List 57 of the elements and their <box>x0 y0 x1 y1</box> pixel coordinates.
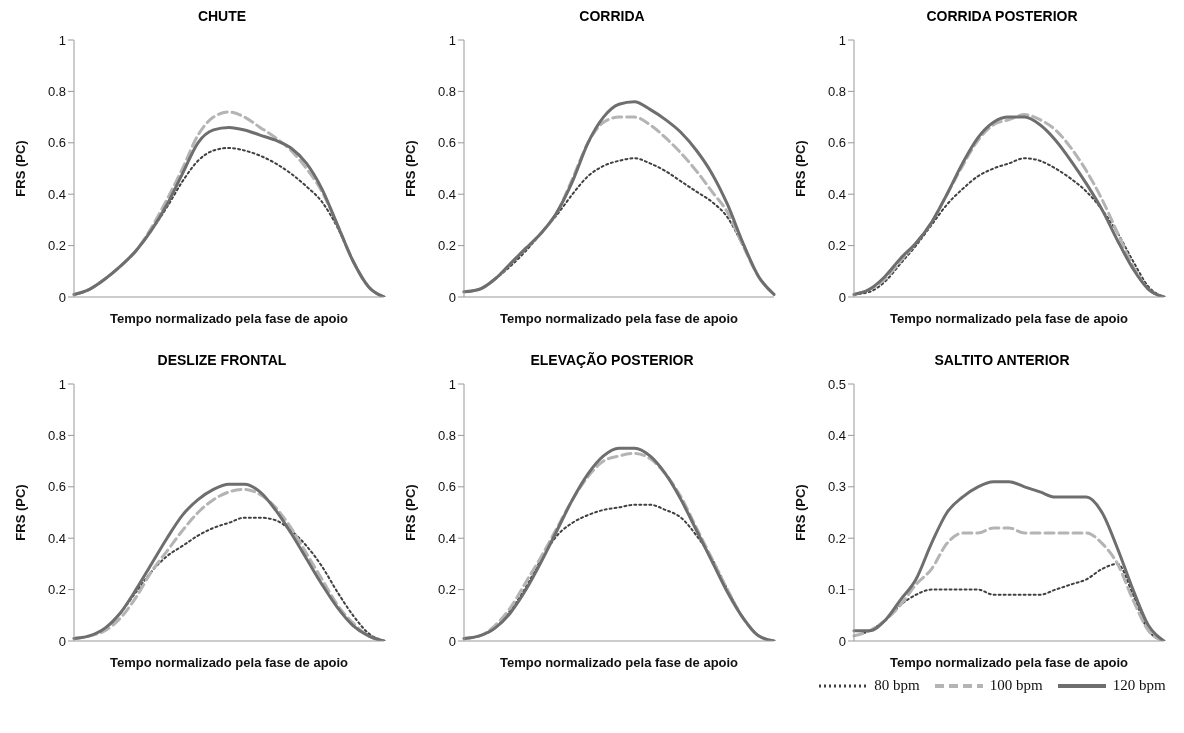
x-axis-title: Tempo normalizado pela fase de apoio <box>889 655 1129 670</box>
y-tick-label: 0.4 <box>47 530 66 546</box>
y-tick-label: 0.6 <box>827 135 846 151</box>
chart-title: DESLIZE FRONTAL <box>156 352 288 370</box>
y-tick-label: 0.4 <box>47 186 66 202</box>
y-tick-label: 0.3 <box>827 479 846 495</box>
legend-label: 120 bpm <box>1112 677 1166 694</box>
y-tick-label: 0.4 <box>437 186 456 202</box>
chart-title: CORRIDA POSTERIOR <box>925 8 1079 26</box>
y-tick-label: 0.8 <box>437 428 456 444</box>
y-axis-title: FRS (PC) <box>792 484 808 541</box>
y-tick-label: 0.2 <box>827 238 846 254</box>
chart-title: CHUTE <box>196 8 248 26</box>
y-axis-title: FRS (PC) <box>402 484 418 541</box>
y-tick-label: 0.2 <box>437 582 456 598</box>
y-tick-label: 0.1 <box>827 582 846 598</box>
y-tick-label: 0.5 <box>827 376 846 392</box>
y-tick-label: 0 <box>58 633 66 649</box>
y-axis-title: FRS (PC) <box>12 140 28 197</box>
y-tick-label: 0.6 <box>437 479 456 495</box>
y-tick-label: 1 <box>448 376 456 392</box>
chart-title: SALTITO ANTERIOR <box>933 352 1071 370</box>
y-tick-label: 0.2 <box>827 530 846 546</box>
x-axis-title: Tempo normalizado pela fase de apoio <box>499 311 739 326</box>
x-axis-title: Tempo normalizado pela fase de apoio <box>889 311 1129 326</box>
y-axis-title: FRS (PC) <box>402 140 418 197</box>
y-tick-label: 1 <box>58 32 66 48</box>
y-tick-label: 0 <box>838 633 846 649</box>
y-tick-label: 1 <box>838 32 846 48</box>
y-tick-label: 0.4 <box>437 530 456 546</box>
y-tick-label: 0.2 <box>47 238 66 254</box>
y-tick-label: 0.8 <box>47 428 66 444</box>
y-tick-label: 1 <box>58 376 66 392</box>
y-tick-label: 0.8 <box>437 84 456 100</box>
chart-title: ELEVAÇÃO POSTERIOR <box>529 352 695 370</box>
y-tick-label: 0 <box>58 289 66 305</box>
y-axis-title: FRS (PC) <box>12 484 28 541</box>
y-tick-label: 0.8 <box>827 84 846 100</box>
y-tick-label: 0.4 <box>827 186 846 202</box>
y-tick-label: 0.6 <box>437 135 456 151</box>
y-tick-label: 0 <box>838 289 846 305</box>
y-tick-label: 0.8 <box>47 84 66 100</box>
chart-title: CORRIDA <box>578 8 646 26</box>
legend-label: 80 bpm <box>874 677 920 694</box>
y-tick-label: 0 <box>448 289 456 305</box>
y-tick-label: 0.2 <box>437 238 456 254</box>
x-axis-title: Tempo normalizado pela fase de apoio <box>109 655 349 670</box>
x-axis-title: Tempo normalizado pela fase de apoio <box>499 655 739 670</box>
y-tick-label: 0 <box>448 633 456 649</box>
y-tick-label: 0.2 <box>47 582 66 598</box>
y-tick-label: 1 <box>448 32 456 48</box>
legend-label: 100 bpm <box>989 677 1043 694</box>
x-axis-title: Tempo normalizado pela fase de apoio <box>109 311 349 326</box>
y-axis-title: FRS (PC) <box>792 140 808 197</box>
y-tick-label: 0.6 <box>47 135 66 151</box>
y-tick-label: 0.6 <box>47 479 66 495</box>
y-tick-label: 0.4 <box>827 428 846 444</box>
